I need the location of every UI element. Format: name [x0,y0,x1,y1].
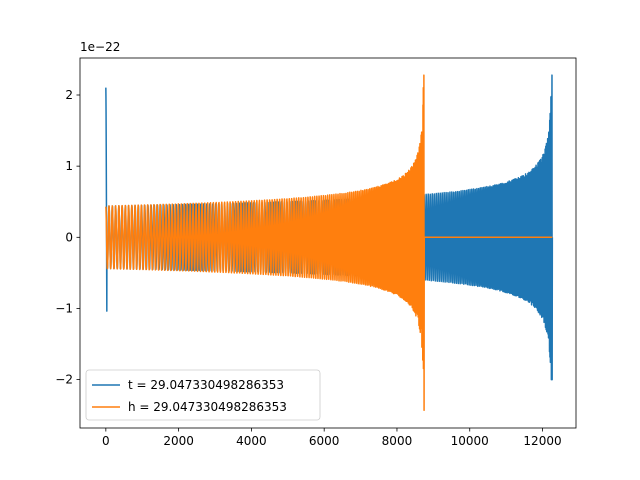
x-tick-label: 6000 [309,434,340,448]
legend-label-h: h = 29.047330498286353 [128,400,287,414]
y-tick-label: 2 [65,88,73,102]
x-axis: 0 2000 4000 6000 8000 10000 12000 [102,428,562,448]
series-layer [105,74,554,411]
x-tick-label: 4000 [236,434,267,448]
y-tick-label: −1 [55,301,73,315]
y-tick-label: 0 [65,230,73,244]
legend: t = 29.047330498286353 h = 29.0473304982… [85,369,321,421]
plot-frame [79,57,577,429]
legend-box [85,369,321,421]
x-tick-label: 10000 [451,434,489,448]
x-tick-label: 8000 [382,434,413,448]
x-tick-label: 0 [102,434,110,448]
x-tick-label: 2000 [163,434,194,448]
y-axis: −2 −1 0 1 2 [55,88,80,387]
y-offset-label: 1e−22 [80,40,120,54]
y-tick-label: 1 [65,159,73,173]
legend-label-t: t = 29.047330498286353 [128,378,284,392]
x-tick-label: 12000 [523,434,561,448]
series-line-h [105,74,553,411]
y-tick-label: −2 [55,373,73,387]
